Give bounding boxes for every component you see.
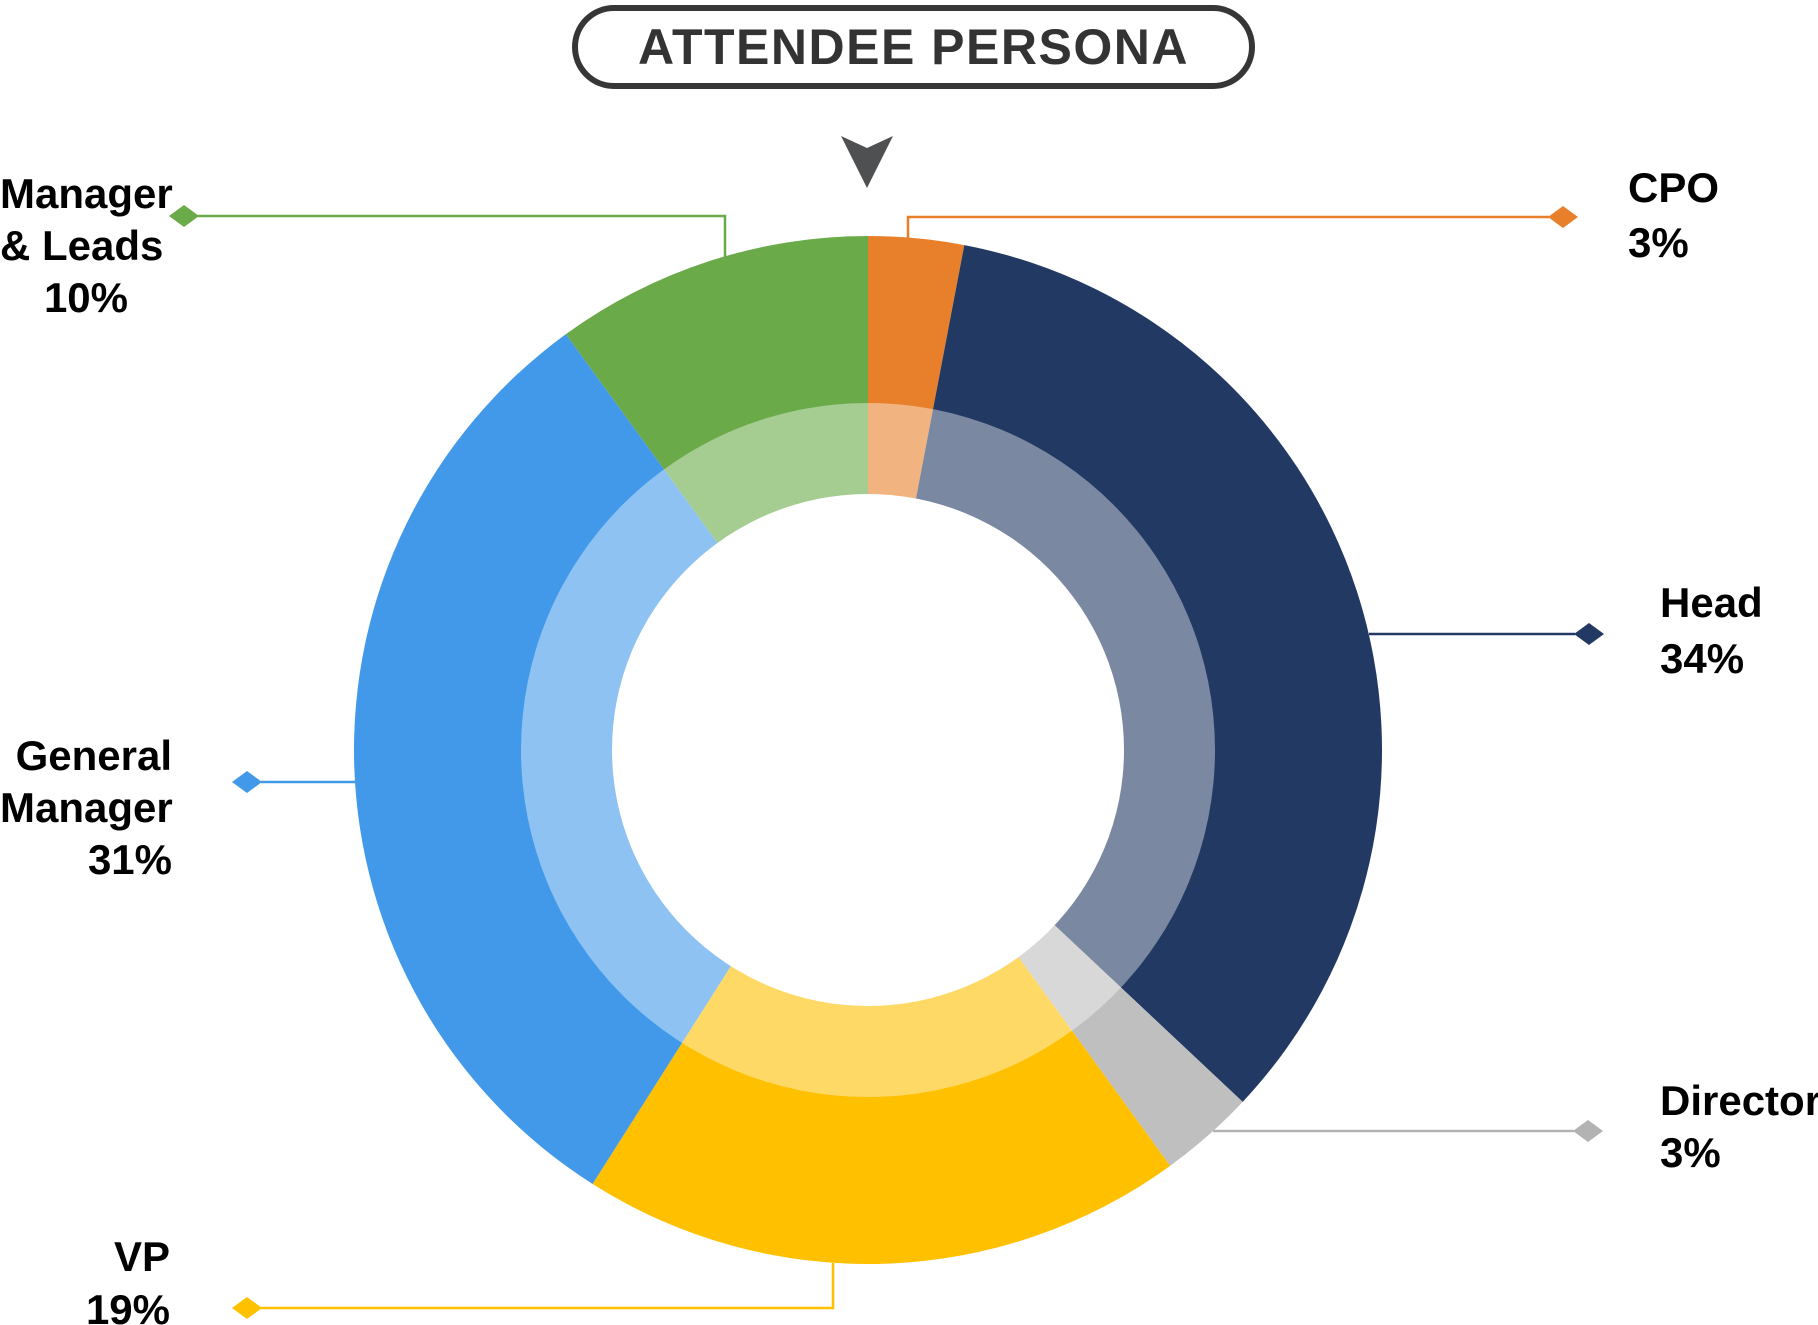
chart-title-pill: ATTENDEE PERSONA <box>572 5 1255 89</box>
callout-head-value: 34% <box>1660 635 1745 682</box>
diamond-marker-vp <box>232 1297 262 1319</box>
callout-head-label: Head <box>1660 579 1763 626</box>
callout-manager-leads: Manager & Leads 10% <box>0 168 173 324</box>
donut-hole <box>612 494 1124 1006</box>
leader-line-vp <box>261 1263 835 1310</box>
diamond-marker-general_manager <box>232 771 262 793</box>
diamond-marker-head <box>1574 623 1604 645</box>
callout-manager-leads-label-line1: Manager <box>0 170 173 217</box>
callout-director-value: 3% <box>1660 1129 1721 1176</box>
diamond-marker-manager_leads <box>169 205 199 227</box>
chart-title: ATTENDEE PERSONA <box>638 19 1189 75</box>
callout-vp-label: VP <box>113 1233 170 1280</box>
leader-line-cpo <box>906 215 1549 238</box>
donut-segment-general_manager <box>353 334 868 1184</box>
callout-general-manager-label-line2: Manager <box>0 784 173 831</box>
callout-cpo-value: 3% <box>1628 219 1689 266</box>
leader-line-manager_leads <box>198 214 727 257</box>
callout-vp: VP 19% <box>0 1230 170 1325</box>
callout-vp-value: 19% <box>85 1286 170 1325</box>
callout-general-manager-value: 31% <box>87 836 172 883</box>
callout-cpo-label: CPO <box>1628 164 1720 211</box>
callout-general-manager-label-line1: General <box>15 732 172 779</box>
callout-manager-leads-label-line2: & Leads <box>0 222 164 269</box>
diamond-marker-director <box>1573 1120 1603 1142</box>
diamond-marker-cpo <box>1548 206 1578 228</box>
callout-head: Head 34% <box>1660 575 1763 687</box>
callout-director: Director 3% <box>1660 1075 1818 1179</box>
callout-cpo: CPO 3% <box>1628 160 1719 270</box>
donut-segment-vp <box>592 750 1171 1264</box>
callout-manager-leads-value: 10% <box>43 274 128 321</box>
callout-director-label: Director <box>1660 1077 1818 1124</box>
donut-segment-head <box>868 245 1382 1102</box>
callout-general-manager: General Manager 31% <box>0 730 173 886</box>
